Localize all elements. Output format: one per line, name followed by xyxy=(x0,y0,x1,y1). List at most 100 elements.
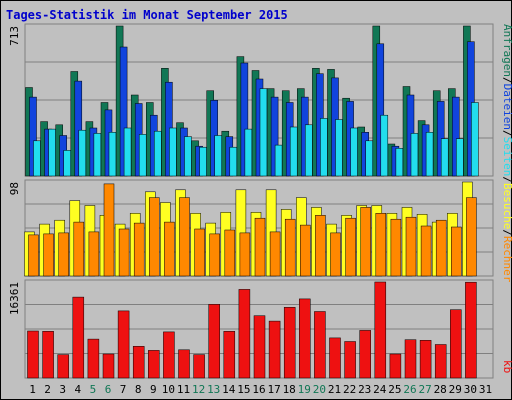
x-tick-label-day-14: 14 xyxy=(222,383,236,396)
bar-rechner-day-3 xyxy=(58,232,69,277)
legend-item-6: Besuche xyxy=(501,183,512,229)
bar-kb-day-18 xyxy=(283,307,296,379)
bar-seiten-day-13 xyxy=(214,135,222,177)
bar-kb-day-21 xyxy=(329,337,341,379)
legend-item-3: / xyxy=(501,130,512,137)
x-tick-label-day-8: 8 xyxy=(135,383,142,396)
bar-rechner-day-25 xyxy=(390,218,402,277)
legend-item-1: / xyxy=(501,77,512,84)
bar-seiten-day-22 xyxy=(350,127,358,177)
bar-dateien-day-1 xyxy=(29,96,37,177)
bar-rechner-day-8 xyxy=(133,222,145,277)
bar-kb-day-16 xyxy=(253,315,266,379)
bar-kb-day-29 xyxy=(450,309,462,379)
x-tick-label-day-19: 19 xyxy=(298,383,311,396)
bar-seiten-day-28 xyxy=(440,138,449,177)
x-tick-label-day-12: 12 xyxy=(192,383,205,396)
bar-rechner-day-27 xyxy=(420,225,432,277)
panel-visits-max-label: 98 xyxy=(8,182,21,195)
panel-traffic-max-label: 16361 xyxy=(8,282,21,315)
bar-rechner-day-26 xyxy=(405,216,417,277)
bar-rechner-day-2 xyxy=(43,233,54,277)
bar-kb-day-17 xyxy=(268,320,281,379)
legend-item-8: Rechner xyxy=(501,236,512,283)
bar-seiten-day-7 xyxy=(123,127,132,177)
bar-rechner-day-4 xyxy=(73,221,85,277)
bar-rechner-day-12 xyxy=(194,228,205,277)
bar-rechner-day-13 xyxy=(209,233,220,277)
legend-item-5: / xyxy=(501,176,512,183)
bar-seiten-day-14 xyxy=(229,146,238,177)
x-tick-label-day-10: 10 xyxy=(162,383,175,396)
bar-seiten-day-21 xyxy=(335,119,343,177)
bar-seiten-day-11 xyxy=(184,136,192,177)
bar-dateien-day-4 xyxy=(74,80,83,177)
legend-item-2: Dateien xyxy=(501,84,512,130)
bar-kb-day-1 xyxy=(27,330,39,379)
bar-rechner-day-14 xyxy=(224,229,236,277)
bar-kb-day-8 xyxy=(132,346,145,379)
bar-kb-day-12 xyxy=(193,354,205,379)
bar-rechner-day-16 xyxy=(254,217,266,277)
bar-rechner-day-28 xyxy=(435,219,447,277)
legend-item-7: / xyxy=(501,229,512,236)
x-tick-label-day-16: 16 xyxy=(252,383,265,396)
bar-kb-day-22 xyxy=(344,341,356,379)
bar-kb-day-6 xyxy=(102,353,115,379)
bar-seiten-day-6 xyxy=(108,132,117,177)
bar-seiten-day-24 xyxy=(380,114,389,177)
x-tick-label-day-7: 7 xyxy=(120,383,127,396)
bar-seiten-day-25 xyxy=(395,148,404,177)
bar-seiten-day-29 xyxy=(456,138,464,177)
x-tick-label-day-17: 17 xyxy=(267,383,280,396)
x-tick-label-day-15: 15 xyxy=(237,383,250,396)
x-tick-label-day-30: 30 xyxy=(464,383,477,396)
bar-kb-day-23 xyxy=(359,330,371,379)
x-tick-label-day-2: 2 xyxy=(44,383,51,396)
bar-kb-day-27 xyxy=(419,340,432,379)
bar-seiten-day-18 xyxy=(289,126,298,177)
x-tick-label-day-1: 1 xyxy=(29,383,36,396)
bar-rechner-day-24 xyxy=(375,213,387,277)
bar-dateien-day-24 xyxy=(376,43,385,177)
x-tick-label-day-27: 27 xyxy=(418,383,431,396)
bar-seiten-day-10 xyxy=(169,127,177,177)
x-tick-label-day-9: 9 xyxy=(150,383,157,396)
panel-requests-max-label: 713 xyxy=(8,26,21,46)
bar-kb-day-15 xyxy=(238,289,251,379)
legend-item-0: Anfragen xyxy=(501,24,512,77)
x-tick-label-day-6: 6 xyxy=(105,383,112,396)
bar-kb-day-30 xyxy=(465,281,477,379)
bar-kb-day-2 xyxy=(42,331,54,379)
bar-seiten-day-5 xyxy=(93,133,102,177)
bar-seiten-day-16 xyxy=(259,88,268,177)
bar-rechner-day-6 xyxy=(103,183,115,277)
bar-rechner-day-9 xyxy=(149,197,160,277)
bar-seiten-day-1 xyxy=(33,140,41,177)
bar-kb-day-25 xyxy=(389,353,402,379)
bar-rechner-day-18 xyxy=(284,218,296,277)
bar-rechner-day-30 xyxy=(466,197,477,277)
bar-rechner-day-29 xyxy=(451,226,462,277)
x-tick-label-day-28: 28 xyxy=(434,383,447,396)
x-tick-label-day-5: 5 xyxy=(90,383,97,396)
bar-rechner-day-11 xyxy=(179,197,190,277)
bar-seiten-day-15 xyxy=(244,128,253,177)
bar-rechner-day-21 xyxy=(330,232,341,277)
bar-seiten-day-9 xyxy=(154,130,162,177)
bar-rechner-day-5 xyxy=(88,231,100,277)
bar-seiten-day-17 xyxy=(274,144,283,177)
x-tick-label-day-26: 26 xyxy=(403,383,416,396)
bar-rechner-day-15 xyxy=(239,232,251,277)
bar-rechner-day-19 xyxy=(300,224,311,277)
bar-rechner-day-10 xyxy=(164,221,175,277)
bar-seiten-day-30 xyxy=(471,102,479,177)
x-tick-label-day-18: 18 xyxy=(283,383,296,396)
bar-kb-day-7 xyxy=(117,310,130,379)
x-tick-label-day-31: 31 xyxy=(479,383,492,396)
bar-kb-day-28 xyxy=(434,344,447,379)
bar-kb-day-11 xyxy=(178,349,190,379)
x-tick-label-day-3: 3 xyxy=(59,383,66,396)
x-tick-label-day-25: 25 xyxy=(388,383,401,396)
